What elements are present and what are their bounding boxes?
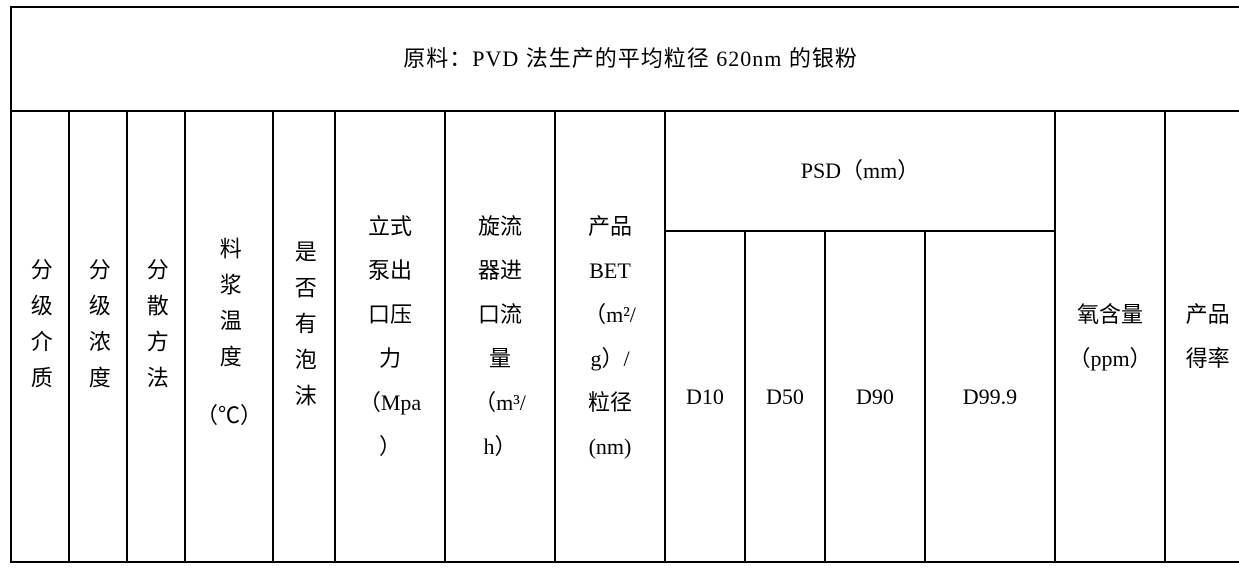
hdr-d50: D50 — [745, 231, 825, 562]
hdr-foam: 是否有泡沫 — [273, 111, 335, 562]
hdr-slurry-temp-unit: （℃） — [196, 403, 262, 428]
hdr-medium: 分级介质 — [11, 111, 69, 562]
table-container: 原料：PVD 法生产的平均粒径 620nm 的银粉 分级介质 分级浓度 分散方法… — [0, 0, 1239, 573]
hdr-pump-pressure: 立式 泵出 口压 力 （Mpa ） — [335, 111, 445, 562]
hdr-d90: D90 — [825, 231, 925, 562]
hdr-medium-text: 分级介质 — [21, 258, 58, 402]
hdr-pump-l2: 泵出 — [368, 249, 412, 293]
hdr-pump-l5: （Mpa — [359, 381, 421, 425]
table-title: 原料：PVD 法生产的平均粒径 620nm 的银粉 — [11, 7, 1239, 111]
hdr-slurry-temp-text1: 料浆温度 — [210, 237, 247, 381]
hdr-yield-l1: 产品 — [1186, 293, 1230, 337]
hdr-bet-l3: （m²/ — [584, 293, 636, 337]
hdr-foam-text: 是否有泡沫 — [285, 240, 322, 420]
hdr-pump-l1: 立式 — [368, 205, 412, 249]
hdr-dispersion-method: 分散方法 — [127, 111, 185, 562]
hdr-d999: D99.9 — [925, 231, 1055, 562]
hdr-concentration: 分级浓度 — [69, 111, 127, 562]
hdr-bet-l1: 产品 — [588, 205, 632, 249]
hdr-psd: PSD（mm） — [665, 111, 1055, 231]
hdr-bet-l6: (nm) — [589, 425, 632, 469]
hdr-oxygen: 氧含量 （ppm） — [1055, 111, 1165, 562]
hdr-bet-l5: 粒径 — [588, 381, 632, 425]
hdr-concentration-text: 分级浓度 — [79, 258, 116, 402]
hdr-cyclone-l4: 量 — [489, 337, 511, 381]
title-row: 原料：PVD 法生产的平均粒径 620nm 的银粉 — [11, 7, 1239, 111]
hdr-oxygen-l2: （ppm） — [1068, 337, 1151, 381]
hdr-oxygen-l1: 氧含量 — [1077, 293, 1143, 337]
hdr-bet-l2: BET — [589, 249, 631, 293]
hdr-bet: 产品 BET （m²/ g）/ 粒径 (nm) — [555, 111, 665, 562]
hdr-yield: 产品 得率 — [1165, 111, 1239, 562]
header-row-1: 分级介质 分级浓度 分散方法 料浆温度 （℃） 是否有泡沫 立式 泵出 口压 力 — [11, 111, 1239, 231]
hdr-bet-l4: g）/ — [590, 337, 629, 381]
hdr-cyclone-l3: 口流 — [478, 293, 522, 337]
hdr-cyclone-l6: h） — [483, 425, 516, 469]
hdr-cyclone-l5: （m³/ — [474, 381, 526, 425]
hdr-cyclone-flow: 旋流 器进 口流 量 （m³/ h） — [445, 111, 555, 562]
hdr-pump-l6: ） — [379, 425, 401, 469]
spec-table: 原料：PVD 法生产的平均粒径 620nm 的银粉 分级介质 分级浓度 分散方法… — [10, 6, 1239, 563]
hdr-dispersion-method-text: 分散方法 — [137, 258, 174, 402]
hdr-cyclone-l1: 旋流 — [478, 205, 522, 249]
hdr-cyclone-l2: 器进 — [478, 249, 522, 293]
hdr-yield-l2: 得率 — [1186, 337, 1230, 381]
hdr-pump-l3: 口压 — [368, 293, 412, 337]
hdr-d10: D10 — [665, 231, 745, 562]
hdr-slurry-temp: 料浆温度 （℃） — [185, 111, 273, 562]
hdr-pump-l4: 力 — [379, 337, 401, 381]
